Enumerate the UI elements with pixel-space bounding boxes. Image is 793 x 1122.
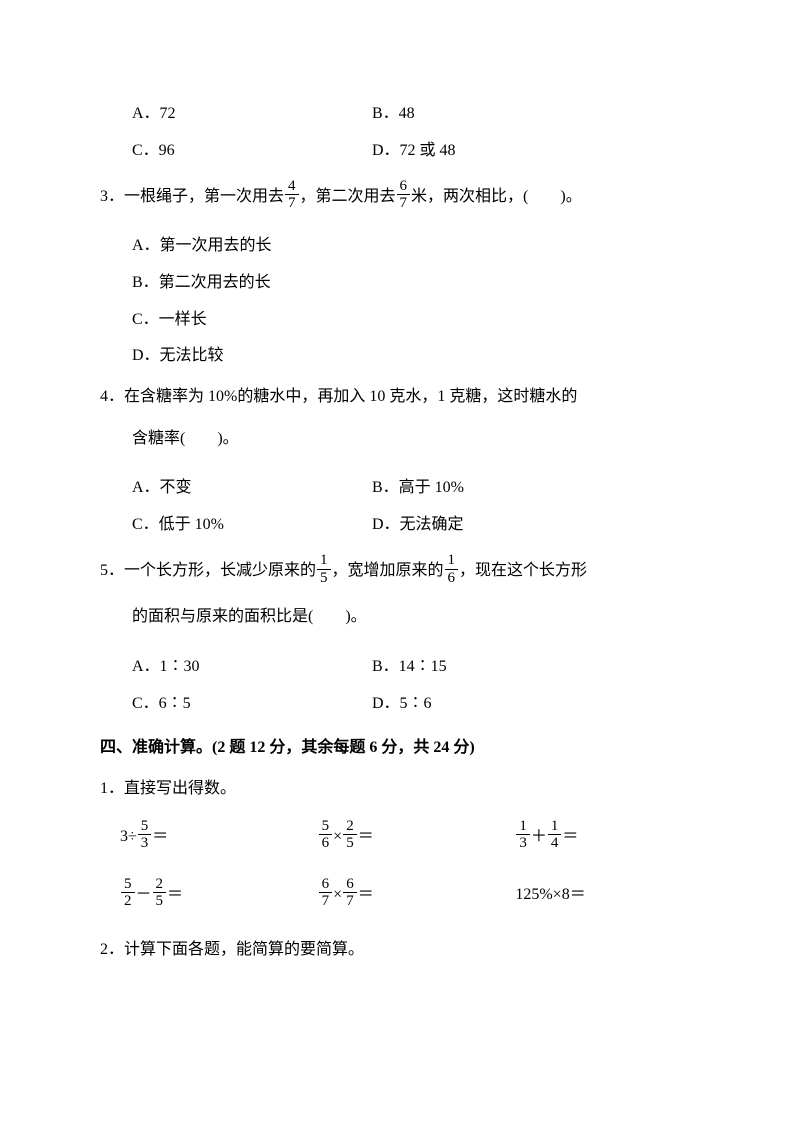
calc-item-1: 3÷53＝ <box>120 820 318 854</box>
q3-prefix: 3．一根绳子，第一次用去 <box>100 188 284 205</box>
q5-prefix: 5．一个长方形，长减少原来的 <box>100 562 316 579</box>
fraction-4-7: 47 <box>285 178 299 212</box>
fraction-6-7b: 67 <box>343 876 357 910</box>
fraction-6-7: 67 <box>319 876 333 910</box>
calc-pre: 3÷ <box>120 823 137 852</box>
option-d: D．无法确定 <box>372 511 612 540</box>
calc-op: － <box>136 881 152 910</box>
fraction-1-3: 13 <box>516 818 530 852</box>
calc-post: ＝ <box>358 881 374 910</box>
option-c: C．一样长 <box>132 306 713 335</box>
option-a: A．不变 <box>132 474 372 503</box>
calc-post: ＝ <box>167 881 183 910</box>
calc-item-2: 56×25＝ <box>318 820 516 854</box>
option-d: D．无法比较 <box>132 342 713 371</box>
fraction-5-3: 53 <box>138 818 152 852</box>
fraction-2-5: 25 <box>343 818 357 852</box>
calc-row-1: 3÷53＝ 56×25＝ 13＋14＝ <box>120 820 713 854</box>
calc-item-3: 13＋14＝ <box>515 820 713 854</box>
calc-row-2: 52－25＝ 67×67＝ 125%×8＝ <box>120 878 713 912</box>
calc-item-1: 52－25＝ <box>120 878 318 912</box>
options-row-ab: A．不变 B．高于 10% <box>132 474 713 503</box>
fraction-2-5: 25 <box>153 876 167 910</box>
sub-question-2: 2．计算下面各题，能简算的要简算。 <box>100 936 713 965</box>
question-4-text-line2: 含糖率( )。 <box>132 420 713 458</box>
calc-op: × <box>333 881 342 910</box>
calc-text: 125%×8＝ <box>515 881 585 910</box>
fraction-1-6: 16 <box>445 552 459 586</box>
question-5-text-line2: 的面积与原来的面积比是( )。 <box>132 598 713 636</box>
calc-post: ＝ <box>152 823 168 852</box>
fraction-6-7: 67 <box>397 178 411 212</box>
option-a: A．第一次用去的长 <box>132 232 713 261</box>
option-d: D．5∶6 <box>372 690 612 719</box>
options-row-cd: C．6∶5 D．5∶6 <box>132 690 713 719</box>
options-row-ab: A．72 B．48 <box>132 100 713 129</box>
option-c: C．6∶5 <box>132 690 372 719</box>
option-c: C．低于 10% <box>132 511 372 540</box>
section-4-header: 四、准确计算。(2 题 12 分，其余每题 6 分，共 24 分) <box>100 734 713 763</box>
option-d: D．72 或 48 <box>372 137 612 166</box>
options-row-cd: C．低于 10% D．无法确定 <box>132 511 713 540</box>
option-b: B．14∶15 <box>372 653 612 682</box>
question-4: 4．在含糖率为 10%的糖水中，再加入 10 克水，1 克糖，这时糖水的 含糖率… <box>100 383 713 540</box>
options-row-cd: C．96 D．72 或 48 <box>132 137 713 166</box>
question-4-text-line1: 4．在含糖率为 10%的糖水中，再加入 10 克水，1 克糖，这时糖水的 <box>100 383 713 412</box>
fraction-1-4: 14 <box>548 818 562 852</box>
fraction-1-5: 15 <box>317 552 331 586</box>
q5-suffix: ，现在这个长方形 <box>459 562 587 579</box>
option-a: A．72 <box>132 100 372 129</box>
question-5-text-line1: 5．一个长方形，长减少原来的15，宽增加原来的16，现在这个长方形 <box>100 552 713 590</box>
option-b: B．48 <box>372 100 612 129</box>
calc-op: × <box>333 823 342 852</box>
fraction-5-2: 52 <box>121 876 135 910</box>
fraction-5-6: 56 <box>319 818 333 852</box>
option-a: A．1∶30 <box>132 653 372 682</box>
options-row-ab: A．1∶30 B．14∶15 <box>132 653 713 682</box>
question-2-options: A．72 B．48 C．96 D．72 或 48 <box>100 100 713 166</box>
question-3-text: 3．一根绳子，第一次用去47，第二次用去67米，两次相比，( )。 <box>100 178 713 216</box>
question-3: 3．一根绳子，第一次用去47，第二次用去67米，两次相比，( )。 A．第一次用… <box>100 178 713 372</box>
option-c: C．96 <box>132 137 372 166</box>
option-b: B．第二次用去的长 <box>132 269 713 298</box>
sub-question-1: 1．直接写出得数。 <box>100 775 713 804</box>
question-5: 5．一个长方形，长减少原来的15，宽增加原来的16，现在这个长方形 的面积与原来… <box>100 552 713 718</box>
calc-item-3: 125%×8＝ <box>515 878 713 912</box>
option-b: B．高于 10% <box>372 474 612 503</box>
calc-post: ＝ <box>358 823 374 852</box>
q3-mid: ，第二次用去 <box>300 188 396 205</box>
calc-op: ＋ <box>531 823 547 852</box>
q3-suffix: 米，两次相比，( )。 <box>411 188 582 205</box>
calc-item-2: 67×67＝ <box>318 878 516 912</box>
calc-post: ＝ <box>562 823 578 852</box>
q5-mid: ，宽增加原来的 <box>332 562 444 579</box>
